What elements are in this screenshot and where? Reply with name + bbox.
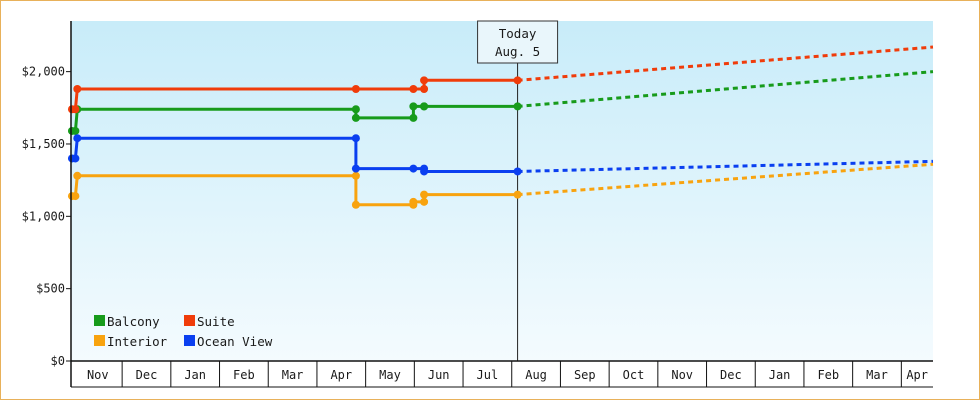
x-tick-label: Apr <box>906 368 928 382</box>
today-date: Aug. 5 <box>495 44 540 59</box>
series-lines <box>67 45 934 209</box>
x-tick-label: Oct <box>623 368 645 382</box>
y-tick-label: $0 <box>51 354 65 368</box>
data-point-suite <box>513 76 522 85</box>
y-tick-label: $1,500 <box>22 137 65 151</box>
axes: $0 $500 $1,000 $1,500 $2,000 Nov Dec Jan Feb Mar A… <box>22 21 933 388</box>
x-tick-label: Aug <box>525 368 547 382</box>
series-forecast-suite <box>517 45 934 82</box>
x-tick-label: Apr <box>330 368 352 382</box>
data-point-interior <box>351 200 360 209</box>
data-point-ocean-view <box>71 154 80 163</box>
data-point-suite <box>420 85 429 93</box>
data-point-interior <box>73 171 82 180</box>
legend-swatch-ocean-view <box>184 335 195 346</box>
x-tick-label: Jan <box>184 368 206 382</box>
data-point-balcony <box>71 126 80 135</box>
x-tick-label: Dec <box>720 368 742 382</box>
data-point-suite <box>409 85 418 93</box>
data-point-balcony <box>409 113 418 122</box>
x-tick-label: Feb <box>233 368 255 382</box>
data-point-ocean-view <box>513 167 522 176</box>
legend-label-interior: Interior <box>107 334 168 349</box>
legend-label-balcony: Balcony <box>107 314 160 329</box>
data-point-ocean-view <box>420 167 429 176</box>
today-label: Today <box>499 26 537 41</box>
legend: Balcony Suite Interior Ocean View <box>94 314 273 349</box>
y-tick-label: $2,000 <box>22 65 65 79</box>
today-marker: Today Aug. 5 <box>477 20 559 361</box>
data-point-balcony <box>351 105 360 114</box>
legend-swatch-interior <box>94 335 105 346</box>
x-tick-label: Mar <box>282 368 304 382</box>
series-forecast-balcony <box>517 70 934 108</box>
x-tick-label: Nov <box>87 368 109 382</box>
data-point-interior <box>420 197 429 206</box>
data-point-interior <box>409 197 418 206</box>
data-point-suite <box>71 105 80 114</box>
series-forecast-ocean-view <box>517 159 934 173</box>
data-point-interior <box>420 190 429 199</box>
data-point-interior <box>351 171 360 180</box>
x-tick-label: Jan <box>769 368 791 382</box>
x-tick-label: Feb <box>817 368 839 382</box>
data-point-interior <box>71 192 80 201</box>
data-point-ocean-view <box>351 134 360 143</box>
y-tick-label: $500 <box>36 282 65 296</box>
x-tick-label: Jul <box>477 368 499 382</box>
x-tick-label: Nov <box>671 368 693 382</box>
x-tick-label: Sep <box>574 368 596 382</box>
data-point-balcony <box>351 113 360 122</box>
data-point-ocean-view <box>351 164 360 173</box>
data-point-interior <box>513 190 522 199</box>
x-tick-label: Jun <box>428 368 450 382</box>
series-forecast-interior <box>517 162 934 197</box>
data-point-ocean-view <box>73 134 82 143</box>
x-tick-label: Mar <box>866 368 888 382</box>
legend-swatch-balcony <box>94 315 105 326</box>
legend-label-ocean-view: Ocean View <box>197 334 273 349</box>
data-point-ocean-view <box>409 164 418 173</box>
y-tick-label: $1,000 <box>22 209 65 223</box>
legend-label-suite: Suite <box>197 314 235 329</box>
data-point-suite <box>351 85 360 93</box>
today-box <box>477 20 559 64</box>
data-point-balcony <box>513 102 522 111</box>
plot-background <box>71 21 933 361</box>
data-point-balcony <box>409 102 418 111</box>
legend-swatch-suite <box>184 315 195 326</box>
data-point-suite <box>73 85 82 93</box>
data-point-suite <box>420 76 429 85</box>
x-tick-label: May <box>379 368 401 382</box>
x-tick-label: Dec <box>136 368 158 382</box>
data-point-balcony <box>420 102 429 111</box>
